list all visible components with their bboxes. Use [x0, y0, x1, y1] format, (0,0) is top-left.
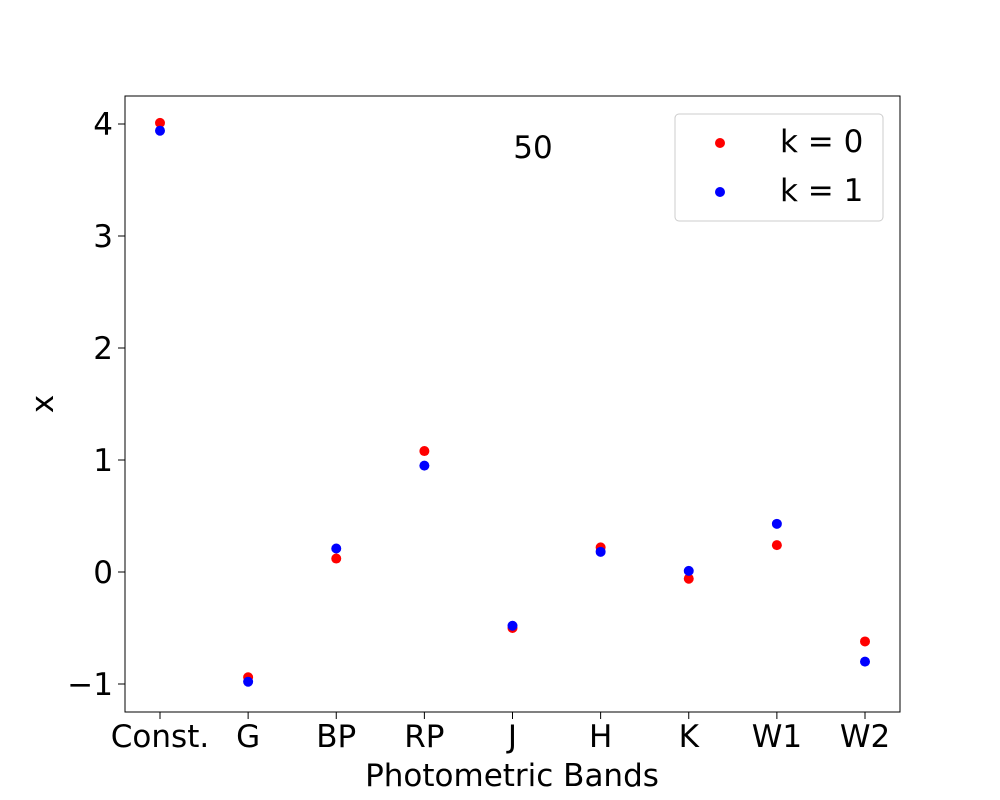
- x-tick-label: W2: [840, 719, 890, 755]
- point-k0-bp: [331, 553, 342, 564]
- y-axis-label: x: [25, 395, 61, 413]
- y-tick-label: 4: [93, 107, 113, 143]
- point-k0-k: [683, 573, 694, 584]
- y-tick-label: 3: [93, 219, 113, 255]
- x-tick-label: W1: [752, 719, 802, 755]
- legend-label-k0: k = 0: [780, 124, 863, 160]
- point-k0-const: [155, 117, 165, 128]
- point-k0-w1: [771, 540, 782, 551]
- x-tick-label: RP: [404, 719, 444, 755]
- point-k1-rp: [419, 460, 430, 471]
- x-tick-label: K: [679, 719, 700, 755]
- y-tick-label: 1: [93, 443, 113, 479]
- x-axis-label: Photometric Bands: [365, 758, 659, 794]
- data-points: [155, 117, 870, 687]
- point-k0-rp: [419, 446, 430, 457]
- point-k1-j: [507, 620, 518, 631]
- y-axis-ticks: −1 0 1 2 3 4: [67, 107, 125, 703]
- x-tick-label: H: [589, 719, 612, 755]
- legend-box: [674, 113, 884, 222]
- annotation-text: 50: [513, 130, 552, 166]
- y-tick-label: 2: [93, 331, 113, 367]
- point-k0-w2: [860, 636, 870, 647]
- x-tick-label: G: [236, 719, 260, 755]
- point-k1-h: [595, 546, 606, 557]
- point-k1-const: [155, 125, 165, 136]
- x-axis-ticks: Const. G BP RP J H K W1 W2: [111, 712, 890, 755]
- x-tick-label: Const.: [111, 719, 209, 755]
- x-tick-label: BP: [316, 719, 356, 755]
- legend-marker-k1: [715, 187, 725, 197]
- legend-label-k1: k = 1: [780, 173, 863, 209]
- legend-marker-k0: [715, 138, 725, 148]
- x-tick-label: J: [506, 719, 517, 755]
- legend: k = 0 k = 1: [674, 113, 884, 222]
- point-k1-w1: [771, 518, 782, 529]
- y-tick-label: 0: [93, 555, 113, 591]
- point-k1-k: [683, 565, 694, 576]
- point-k1-g: [243, 676, 254, 687]
- point-k1-w2: [860, 656, 870, 667]
- y-tick-label: −1: [67, 667, 113, 703]
- point-k1-bp: [331, 543, 342, 554]
